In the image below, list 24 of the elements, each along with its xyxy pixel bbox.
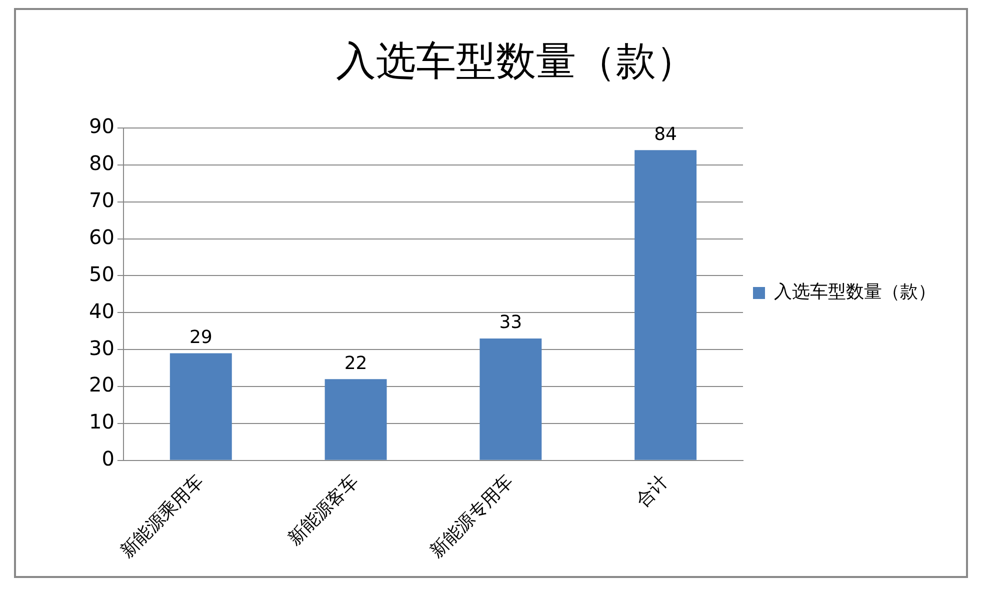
bar <box>480 338 542 460</box>
data-label: 84 <box>654 124 678 145</box>
y-tick-label: 80 <box>88 151 114 176</box>
y-tick-label: 70 <box>88 188 114 212</box>
chart-title: 入选车型数量（款） <box>336 38 696 84</box>
legend-label: 入选车型数量（款） <box>774 282 936 303</box>
y-tick-label: 20 <box>88 372 114 397</box>
y-tick-label: 0 <box>102 446 114 471</box>
data-label: 33 <box>499 312 522 334</box>
bar <box>634 150 697 460</box>
y-tick-label: 10 <box>88 410 114 434</box>
y-tick-label: 60 <box>88 224 114 249</box>
x-tick-label: 新能源客车 <box>284 470 363 550</box>
x-tick-label: 新能源乘用车 <box>116 470 208 562</box>
y-tick-label: 50 <box>88 262 114 286</box>
bar <box>170 353 232 460</box>
x-tick-label: 合计 <box>632 470 672 512</box>
x-tick-label: 新能源专用车 <box>426 470 518 562</box>
data-label: 22 <box>344 352 368 374</box>
y-tick-label: 30 <box>88 336 114 360</box>
y-tick-label: 90 <box>88 114 114 138</box>
data-label: 29 <box>189 326 212 348</box>
bar <box>324 379 387 460</box>
y-tick-label: 40 <box>88 298 114 323</box>
